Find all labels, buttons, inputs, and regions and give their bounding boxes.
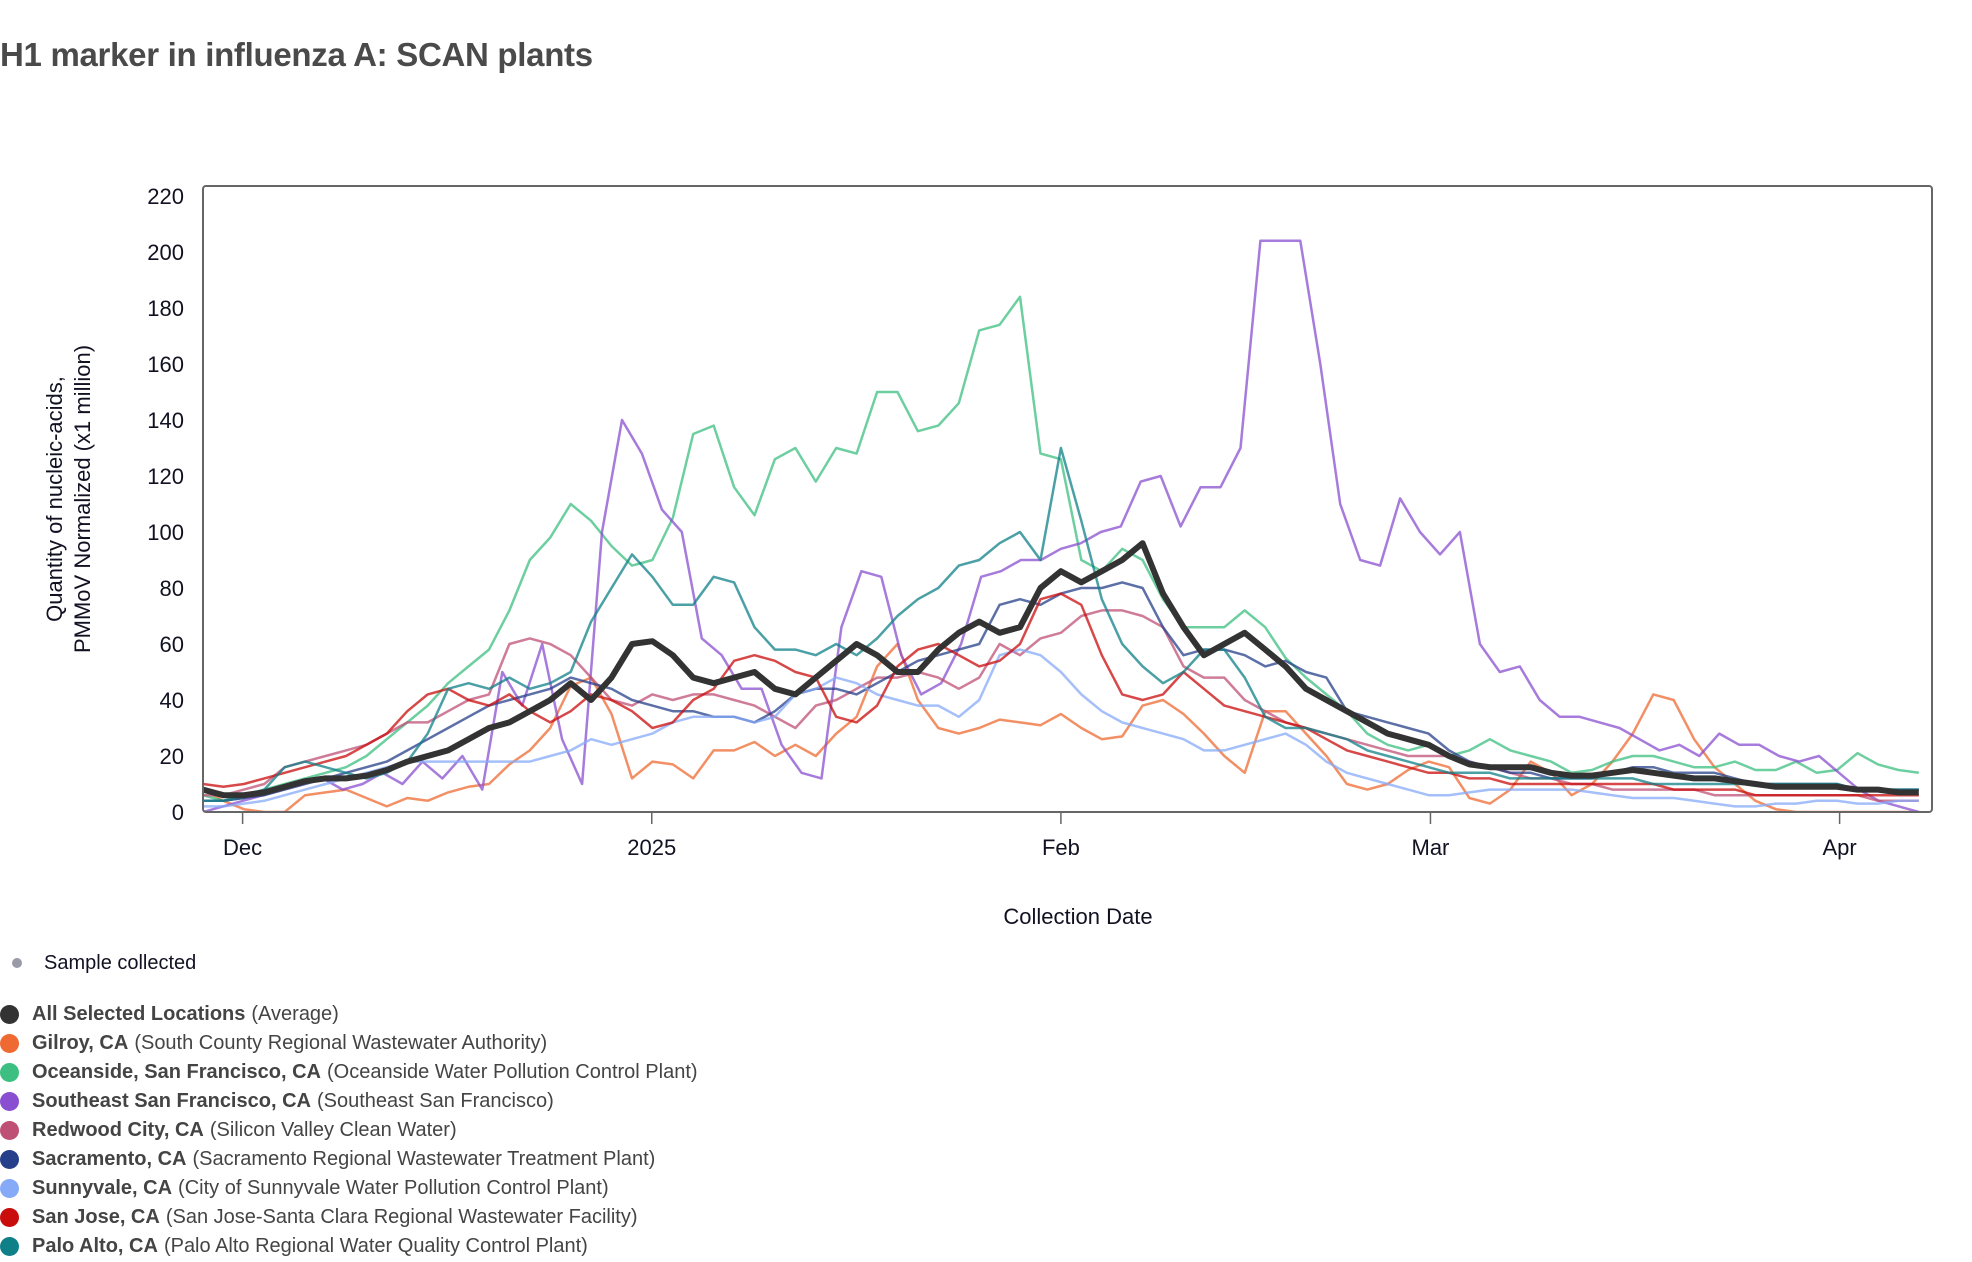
legend-facility-name: (Sacramento Regional Wastewater Treatmen… — [192, 1148, 656, 1170]
y-tick-label: 160 — [147, 352, 184, 377]
legend-facility-name: (Palo Alto Regional Water Quality Contro… — [163, 1235, 588, 1257]
series-line-sunnyvale-ca[interactable] — [203, 648, 1919, 808]
y-tick-label: 0 — [172, 800, 184, 825]
y-tick-label: 100 — [147, 520, 184, 545]
legend-location-name: Oceanside, San Francisco, CA — [32, 1061, 321, 1083]
legend: Sample collected All Selected Locations(… — [0, 948, 698, 1261]
y-tick-label: 180 — [147, 296, 184, 321]
legend-location-name: Palo Alto, CA — [32, 1235, 158, 1257]
y-tick-label: 140 — [147, 408, 184, 433]
y-tick-label: 200 — [147, 240, 184, 265]
x-tick-label: Dec — [223, 835, 262, 860]
x-tick-label: Feb — [1042, 835, 1080, 860]
y-tick-label: 60 — [160, 632, 184, 657]
legend-color-dot-icon — [0, 1121, 19, 1140]
y-axis-title-line1: Quantity of nucleic-acids, — [42, 376, 67, 622]
legend-sample-collected: Sample collected — [0, 948, 698, 978]
series-line-san-jose-ca[interactable] — [203, 592, 1919, 797]
legend-location-name: San Jose, CA — [32, 1206, 160, 1228]
series-lines — [203, 239, 1920, 812]
legend-item[interactable]: Palo Alto, CA (Palo Alto Regional Water Q… — [0, 1232, 698, 1261]
legend-color-dot-icon — [0, 1005, 19, 1024]
legend-facility-name: (City of Sunnyvale Water Pollution Contr… — [178, 1177, 609, 1199]
legend-color-dot-icon — [0, 1092, 19, 1111]
legend-item[interactable]: Gilroy, CA (South County Regional Wastewa… — [0, 1029, 698, 1058]
legend-facility-name: (San Jose-Santa Clara Regional Wastewate… — [165, 1206, 638, 1228]
legend-location-name: Southeast San Francisco, CA — [32, 1090, 311, 1112]
series-line-oceanside-san-francisco-ca[interactable] — [203, 295, 1919, 803]
legend-facility-name: (Average) — [251, 1003, 339, 1025]
legend-color-dot-icon — [0, 1034, 19, 1053]
y-axis-title-line2: PMMoV Normalized (x1 million) — [70, 345, 95, 653]
chart-title: H1 marker in influenza A: SCAN plants — [0, 36, 593, 73]
legend-list: All Selected Locations (Average) Gilroy, C… — [0, 1000, 698, 1261]
x-axis: Dec 2025 Feb Mar Apr — [223, 812, 1857, 860]
legend-location-name: Redwood City, CA — [32, 1119, 204, 1141]
series-line-all-selected-locations-average[interactable] — [203, 540, 1919, 799]
y-tick-label: 80 — [160, 576, 184, 601]
legend-item[interactable]: San Jose, CA (San Jose-Santa Clara Region… — [0, 1203, 698, 1232]
series-line-palo-alto-ca[interactable] — [203, 446, 1919, 803]
legend-location-name: Gilroy, CA — [32, 1032, 129, 1054]
legend-facility-name: (Oceanside Water Pollution Control Plant… — [327, 1061, 698, 1083]
y-tick-label: 220 — [147, 184, 184, 209]
x-axis-title: Collection Date — [1003, 904, 1152, 929]
legend-color-dot-icon — [0, 1208, 19, 1227]
y-tick-label: 20 — [160, 744, 184, 769]
legend-color-dot-icon — [0, 1150, 19, 1169]
legend-item[interactable]: Oceanside, San Francisco, CA (Oceanside W… — [0, 1058, 698, 1087]
legend-item[interactable]: Southeast San Francisco, CA (Southeast Sa… — [0, 1087, 698, 1116]
series-line-gilroy-ca[interactable] — [203, 642, 1919, 812]
legend-item[interactable]: Sunnyvale, CA (City of Sunnyvale Water Po… — [0, 1174, 698, 1203]
legend-location-name: Sunnyvale, CA — [32, 1177, 173, 1199]
legend-location-name: All Selected Locations — [32, 1003, 246, 1025]
legend-facility-name: (Southeast San Francisco) — [316, 1090, 554, 1112]
legend-item[interactable]: Redwood City, CA (Silicon Valley Clean Wa… — [0, 1116, 698, 1145]
line-chart: 0 20 40 60 80 100 120 140 160 180 200 220 Dec 2025 Fe… — [42, 184, 1933, 929]
legend-location-name: Sacramento, CA — [32, 1148, 187, 1170]
legend-item[interactable]: All Selected Locations (Average) — [0, 1000, 698, 1029]
x-tick-label: Mar — [1412, 835, 1450, 860]
legend-color-dot-icon — [0, 1237, 19, 1256]
sample-label: Sample collected — [44, 951, 197, 974]
series-line-sacramento-ca[interactable] — [203, 581, 1919, 803]
series-line-redwood-city-ca[interactable] — [203, 609, 1919, 803]
y-tick-label: 120 — [147, 464, 184, 489]
legend-color-dot-icon — [0, 1063, 19, 1082]
legend-item[interactable]: Sacramento, CA (Sacramento Regional Waste… — [0, 1145, 698, 1174]
y-tick-label: 40 — [160, 688, 184, 713]
x-tick-label: 2025 — [627, 835, 676, 860]
plot-frame — [202, 185, 1933, 813]
y-axis-title: Quantity of nucleic-acids, PMMoV Normali… — [42, 345, 95, 653]
sample-dot-icon — [12, 958, 22, 968]
series-line-southeast-san-francisco-ca[interactable] — [203, 239, 1920, 812]
x-tick-label: Apr — [1822, 835, 1856, 860]
legend-color-dot-icon — [0, 1179, 19, 1198]
legend-facility-name: (South County Regional Wastewater Author… — [134, 1032, 548, 1054]
y-axis: 0 20 40 60 80 100 120 140 160 180 200 220 — [147, 184, 184, 825]
legend-facility-name: (Silicon Valley Clean Water) — [209, 1119, 457, 1141]
